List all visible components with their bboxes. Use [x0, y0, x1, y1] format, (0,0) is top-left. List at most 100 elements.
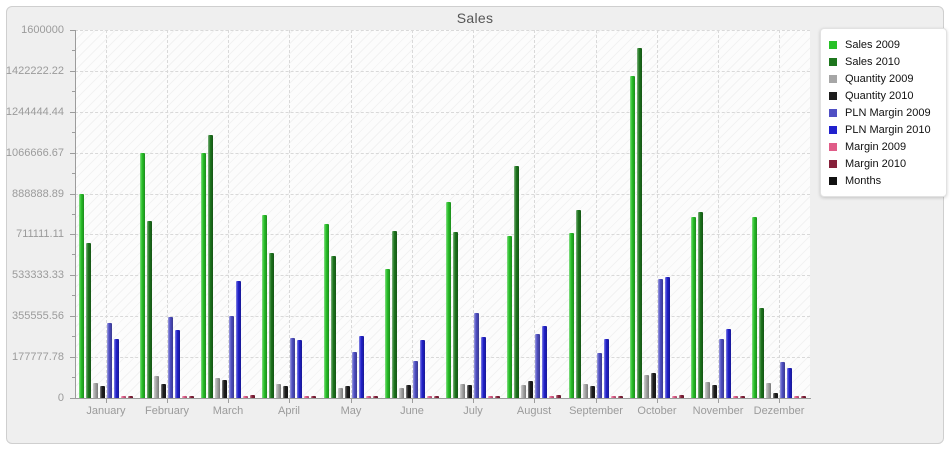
y-axis-label: 1066666.67 — [5, 147, 64, 159]
legend-label: Margin 2009 — [845, 140, 907, 153]
bar-quantity-2009 — [582, 384, 588, 398]
x-axis-label: November — [692, 405, 744, 417]
bar-pln-margin-2009 — [106, 323, 112, 398]
bar-sales-2009 — [323, 224, 329, 398]
y-axis-label: 533333.33 — [12, 269, 64, 281]
bar-margin-2009 — [549, 396, 555, 398]
bar-quantity-2009 — [337, 388, 343, 398]
x-gridline — [534, 30, 535, 398]
bar-pln-margin-2009 — [290, 338, 296, 398]
legend-marker-icon — [829, 125, 837, 134]
y-gridline — [75, 316, 810, 317]
legend-marker-icon — [829, 57, 837, 66]
x-axis-tick — [718, 398, 719, 403]
y-axis-tick — [70, 71, 75, 72]
legend-marker-icon — [829, 176, 837, 185]
x-axis-tick — [657, 398, 658, 403]
legend-marker-icon — [829, 159, 837, 168]
legend-marker-icon — [829, 108, 837, 117]
x-gridline — [718, 30, 719, 398]
bar-quantity-2009 — [521, 385, 527, 398]
bar-sales-2010 — [85, 243, 91, 398]
y-axis-minor-tick — [72, 50, 75, 52]
legend-item-months[interactable]: Months — [829, 172, 938, 189]
legend-item-pln-margin-2009[interactable]: PLN Margin 2009 — [829, 104, 938, 121]
legend-label: Sales 2009 — [845, 38, 901, 51]
y-axis-label: 1600000 — [21, 24, 64, 36]
bar-quantity-2009 — [215, 378, 221, 398]
bar-pln-margin-2010 — [174, 330, 180, 398]
y-gridline — [75, 194, 810, 195]
bar-pln-margin-2009 — [412, 361, 418, 398]
bar-pln-margin-2010 — [787, 368, 793, 398]
legend-item-pln-margin-2010[interactable]: PLN Margin 2010 — [829, 121, 938, 138]
y-axis-tick — [70, 30, 75, 31]
bar-margin-2009 — [304, 396, 310, 398]
bar-margin-2009 — [365, 396, 371, 398]
x-axis-tick — [106, 398, 107, 403]
bar-quantity-2010 — [712, 385, 718, 398]
x-axis-label: September — [569, 405, 623, 417]
bar-sales-2009 — [691, 217, 697, 398]
y-axis-tick — [70, 398, 75, 399]
y-axis-minor-tick — [72, 336, 75, 338]
y-axis-minor-tick — [72, 295, 75, 297]
x-axis-tick — [534, 398, 535, 403]
legend-marker-icon — [829, 40, 837, 49]
y-axis-minor-tick — [72, 91, 75, 93]
bar-margin-2009 — [243, 396, 249, 398]
bar-sales-2009 — [78, 194, 84, 398]
bar-quantity-2010 — [222, 380, 228, 398]
legend-item-margin-2009[interactable]: Margin 2009 — [829, 138, 938, 155]
legend-item-quantity-2010[interactable]: Quantity 2010 — [829, 87, 938, 104]
y-axis-tick — [70, 153, 75, 154]
x-axis-label: Dezember — [753, 405, 805, 417]
x-gridline — [289, 30, 290, 398]
y-axis-minor-tick — [72, 214, 75, 216]
y-axis-minor-tick — [72, 254, 75, 256]
y-axis-minor-tick — [72, 377, 75, 379]
bar-pln-margin-2009 — [780, 362, 786, 398]
bar-quantity-2009 — [643, 375, 649, 398]
bar-sales-2009 — [139, 153, 145, 398]
bar-sales-2010 — [269, 253, 275, 398]
bar-margin-2010 — [433, 396, 439, 398]
legend-item-quantity-2009[interactable]: Quantity 2009 — [829, 70, 938, 87]
y-axis-label: 177777.78 — [12, 351, 64, 363]
bar-quantity-2009 — [276, 384, 282, 398]
bar-sales-2010 — [698, 212, 704, 398]
bar-quantity-2010 — [160, 384, 166, 398]
bar-quantity-2010 — [99, 386, 105, 398]
legend-item-sales-2009[interactable]: Sales 2009 — [829, 36, 938, 53]
x-gridline — [596, 30, 597, 398]
x-axis-label: January — [86, 405, 126, 417]
y-gridline — [75, 71, 810, 72]
bar-margin-2009 — [181, 396, 187, 398]
y-axis-tick — [70, 316, 75, 317]
legend-item-sales-2010[interactable]: Sales 2010 — [829, 53, 938, 70]
bar-sales-2010 — [330, 256, 336, 398]
bar-margin-2010 — [678, 395, 684, 398]
y-gridline — [75, 153, 810, 154]
x-gridline — [473, 30, 474, 398]
legend-label: PLN Margin 2009 — [845, 106, 931, 119]
legend-item-margin-2010[interactable]: Margin 2010 — [829, 155, 938, 172]
bar-sales-2010 — [636, 48, 642, 398]
bar-margin-2010 — [188, 396, 194, 398]
x-axis-tick — [596, 398, 597, 403]
x-axis-label: October — [637, 405, 677, 417]
bar-sales-2010 — [391, 231, 397, 398]
bar-sales-2009 — [446, 202, 452, 398]
y-axis-label: 711111.11 — [16, 228, 64, 240]
y-axis-label: 1244444.44 — [5, 106, 64, 118]
x-gridline — [106, 30, 107, 398]
bar-pln-margin-2009 — [596, 353, 602, 398]
bar-margin-2010 — [801, 396, 807, 398]
bar-sales-2009 — [568, 233, 574, 398]
bar-margin-2009 — [488, 396, 494, 398]
bar-sales-2009 — [629, 76, 635, 398]
legend-marker-icon — [829, 142, 837, 151]
legend-label: Sales 2010 — [845, 55, 901, 68]
x-gridline — [351, 30, 352, 398]
x-axis-tick — [351, 398, 352, 403]
